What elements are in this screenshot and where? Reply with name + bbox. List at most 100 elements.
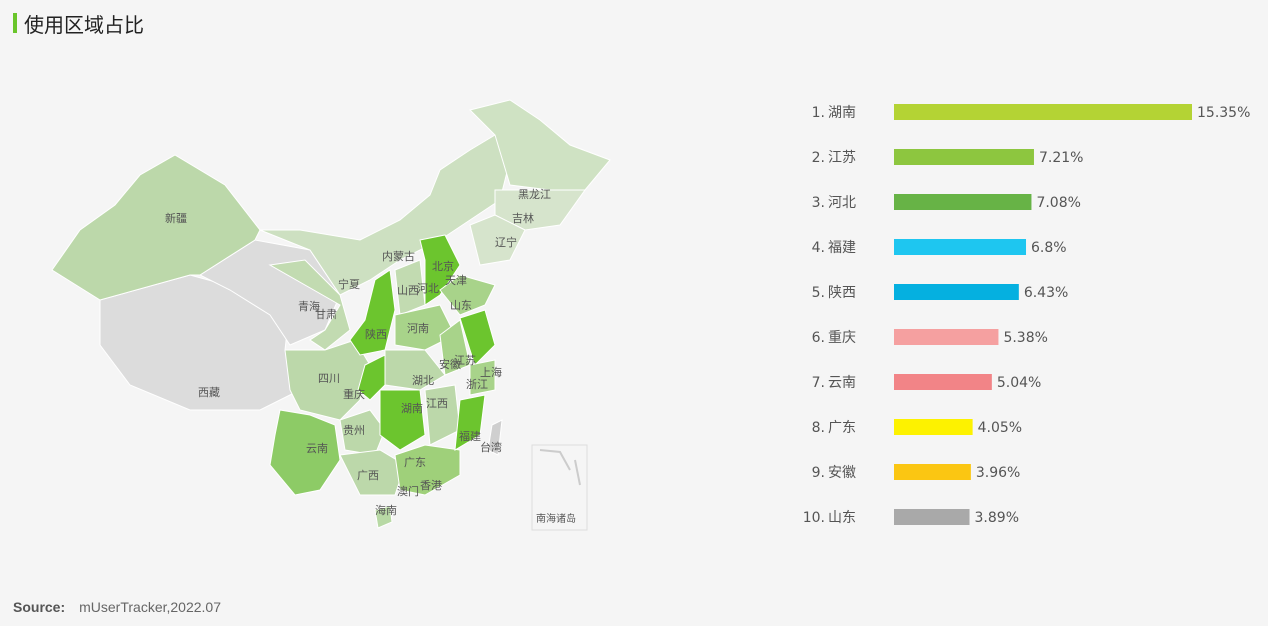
map-label-guangxi: 广西 (357, 469, 379, 482)
section-header: 使用区域占比 (13, 10, 144, 37)
map-label-gansu: 甘肃 (315, 308, 337, 321)
map-region-taiwan (487, 419, 503, 456)
bar-category-label: 陕西 (828, 285, 856, 301)
bar-value-label: 4.05% (978, 420, 1022, 436)
map-region-hunan (379, 389, 426, 451)
map-region-zhejiang (469, 359, 496, 396)
bar-category-label: 河北 (828, 195, 856, 211)
map-label-inner-mongolia: 内蒙古 (382, 249, 415, 263)
map-label-yunnan: 云南 (306, 442, 328, 455)
bar-category-label: 江苏 (828, 150, 856, 166)
map-label-guangdong: 广东 (404, 456, 426, 469)
bar-value-label: 3.89% (975, 510, 1019, 526)
bar-value-label: 5.38% (1003, 330, 1047, 346)
map-region-yunnan (269, 409, 341, 496)
map-region-chongqing (357, 354, 386, 401)
bar-rank: 5. (812, 285, 825, 301)
bar-value-label: 7.08% (1036, 195, 1080, 211)
map-label-heilongjiang: 黑龙江 (518, 188, 551, 201)
inset-coastline (539, 449, 581, 486)
map-region-heilongjiang (469, 99, 611, 191)
map-region-xinjiang (51, 154, 261, 301)
source-note: Source: mUserTracker,2022.07 (13, 599, 221, 616)
bar-category-label: 湖南 (828, 105, 856, 121)
map-region-guangdong (394, 444, 461, 496)
map-label-qinghai: 青海 (298, 299, 320, 313)
map-label-shandong: 山东 (450, 299, 472, 312)
map-label-beijing: 北京 (432, 259, 454, 273)
bar-value-label: 6.8% (1031, 240, 1067, 256)
map-label-hubei: 湖北 (412, 374, 434, 387)
map-region-liaoning (469, 214, 526, 266)
bar-value-label: 15.35% (1197, 105, 1250, 121)
map-label-south-china-sea: 南海诸岛 (536, 512, 576, 525)
map-region-fujian (454, 394, 486, 451)
map-label-ningxia: 宁夏 (338, 277, 360, 291)
map-region-guizhou (339, 409, 386, 456)
bar-category-label: 福建 (828, 240, 856, 256)
map-label-sichuan: 四川 (318, 372, 340, 385)
bar-rank: 1. (812, 105, 825, 121)
map-label-liaoning: 辽宁 (495, 235, 517, 249)
map-label-macau: 澳门 (397, 484, 419, 498)
map-label-jilin: 吉林 (512, 211, 534, 225)
map-region-hainan (374, 505, 393, 529)
map-label-jiangsu: 江苏 (454, 354, 476, 367)
map-label-xinjiang: 新疆 (165, 211, 187, 225)
bar-category-label: 安徽 (828, 465, 856, 481)
map-label-taiwan: 台湾 (480, 440, 502, 454)
map-region-shaanxi (349, 269, 396, 356)
bar-category-label: 云南 (828, 375, 856, 391)
bar-rank: 2. (812, 150, 825, 166)
map-label-jiangxi: 江西 (426, 397, 448, 410)
ranking-bar-chart: 1. 湖南 15.35% 2. 江苏 7.21% 3. 河北 7.08% 4. 福建 6.8% 5. 陕西… (803, 104, 1250, 526)
bar (894, 104, 1192, 120)
map-label-hainan: 海南 (375, 503, 397, 517)
source-value: mUserTracker,2022.07 (79, 599, 221, 615)
bar (894, 509, 970, 525)
map-label-shaanxi: 陕西 (365, 327, 387, 341)
bar-rank: 8. (812, 420, 825, 436)
china-map: 新疆 西藏 青海 甘肃 宁夏 内蒙古 黑龙江 吉林 辽宁 北京 天津 河北 山西… (51, 99, 611, 531)
map-label-chongqing: 重庆 (343, 387, 365, 401)
bar (894, 284, 1019, 300)
map-label-hunan: 湖南 (401, 402, 423, 415)
page-title: 使用区域占比 (24, 12, 144, 37)
bar-rank: 4. (812, 240, 825, 256)
map-region-hebei (419, 234, 461, 306)
bar-value-label: 5.04% (997, 375, 1041, 391)
source-label: Source: (13, 599, 66, 615)
bar (894, 194, 1032, 210)
bar-rank: 9. (812, 465, 825, 481)
bar (894, 464, 971, 480)
bar-value-label: 3.96% (976, 465, 1020, 481)
bar (894, 149, 1034, 165)
map-region-sichuan (284, 339, 371, 421)
bar (894, 239, 1027, 255)
bar-value-label: 7.21% (1039, 150, 1083, 166)
map-region-jiangsu (459, 309, 496, 366)
bar (894, 329, 999, 345)
map-label-tibet: 西藏 (198, 386, 220, 399)
bar (894, 419, 973, 435)
south-china-sea-inset (531, 444, 588, 531)
bar-category-label: 重庆 (828, 330, 856, 346)
map-label-hongkong: 香港 (420, 479, 442, 492)
map-region-hubei (384, 349, 446, 391)
bar (894, 374, 992, 390)
bar-category-label: 广东 (828, 420, 856, 436)
map-label-shanxi: 山西 (397, 284, 419, 297)
map-label-henan: 河南 (407, 322, 429, 335)
map-label-anhui: 安徽 (439, 357, 461, 371)
bar-rank: 7. (812, 375, 825, 391)
header-accent-bar (13, 13, 17, 33)
map-label-shanghai: 上海 (480, 365, 502, 379)
bar-category-label: 山东 (828, 510, 856, 526)
map-label-hebei: 河北 (417, 282, 439, 295)
bar-value-label: 6.43% (1024, 285, 1068, 301)
bar-rank: 10. (803, 510, 825, 526)
map-region-jiangxi (424, 384, 461, 446)
map-label-tianjin: 天津 (445, 274, 467, 287)
map-label-fujian: 福建 (459, 429, 481, 443)
map-label-zhejiang: 浙江 (466, 378, 488, 391)
